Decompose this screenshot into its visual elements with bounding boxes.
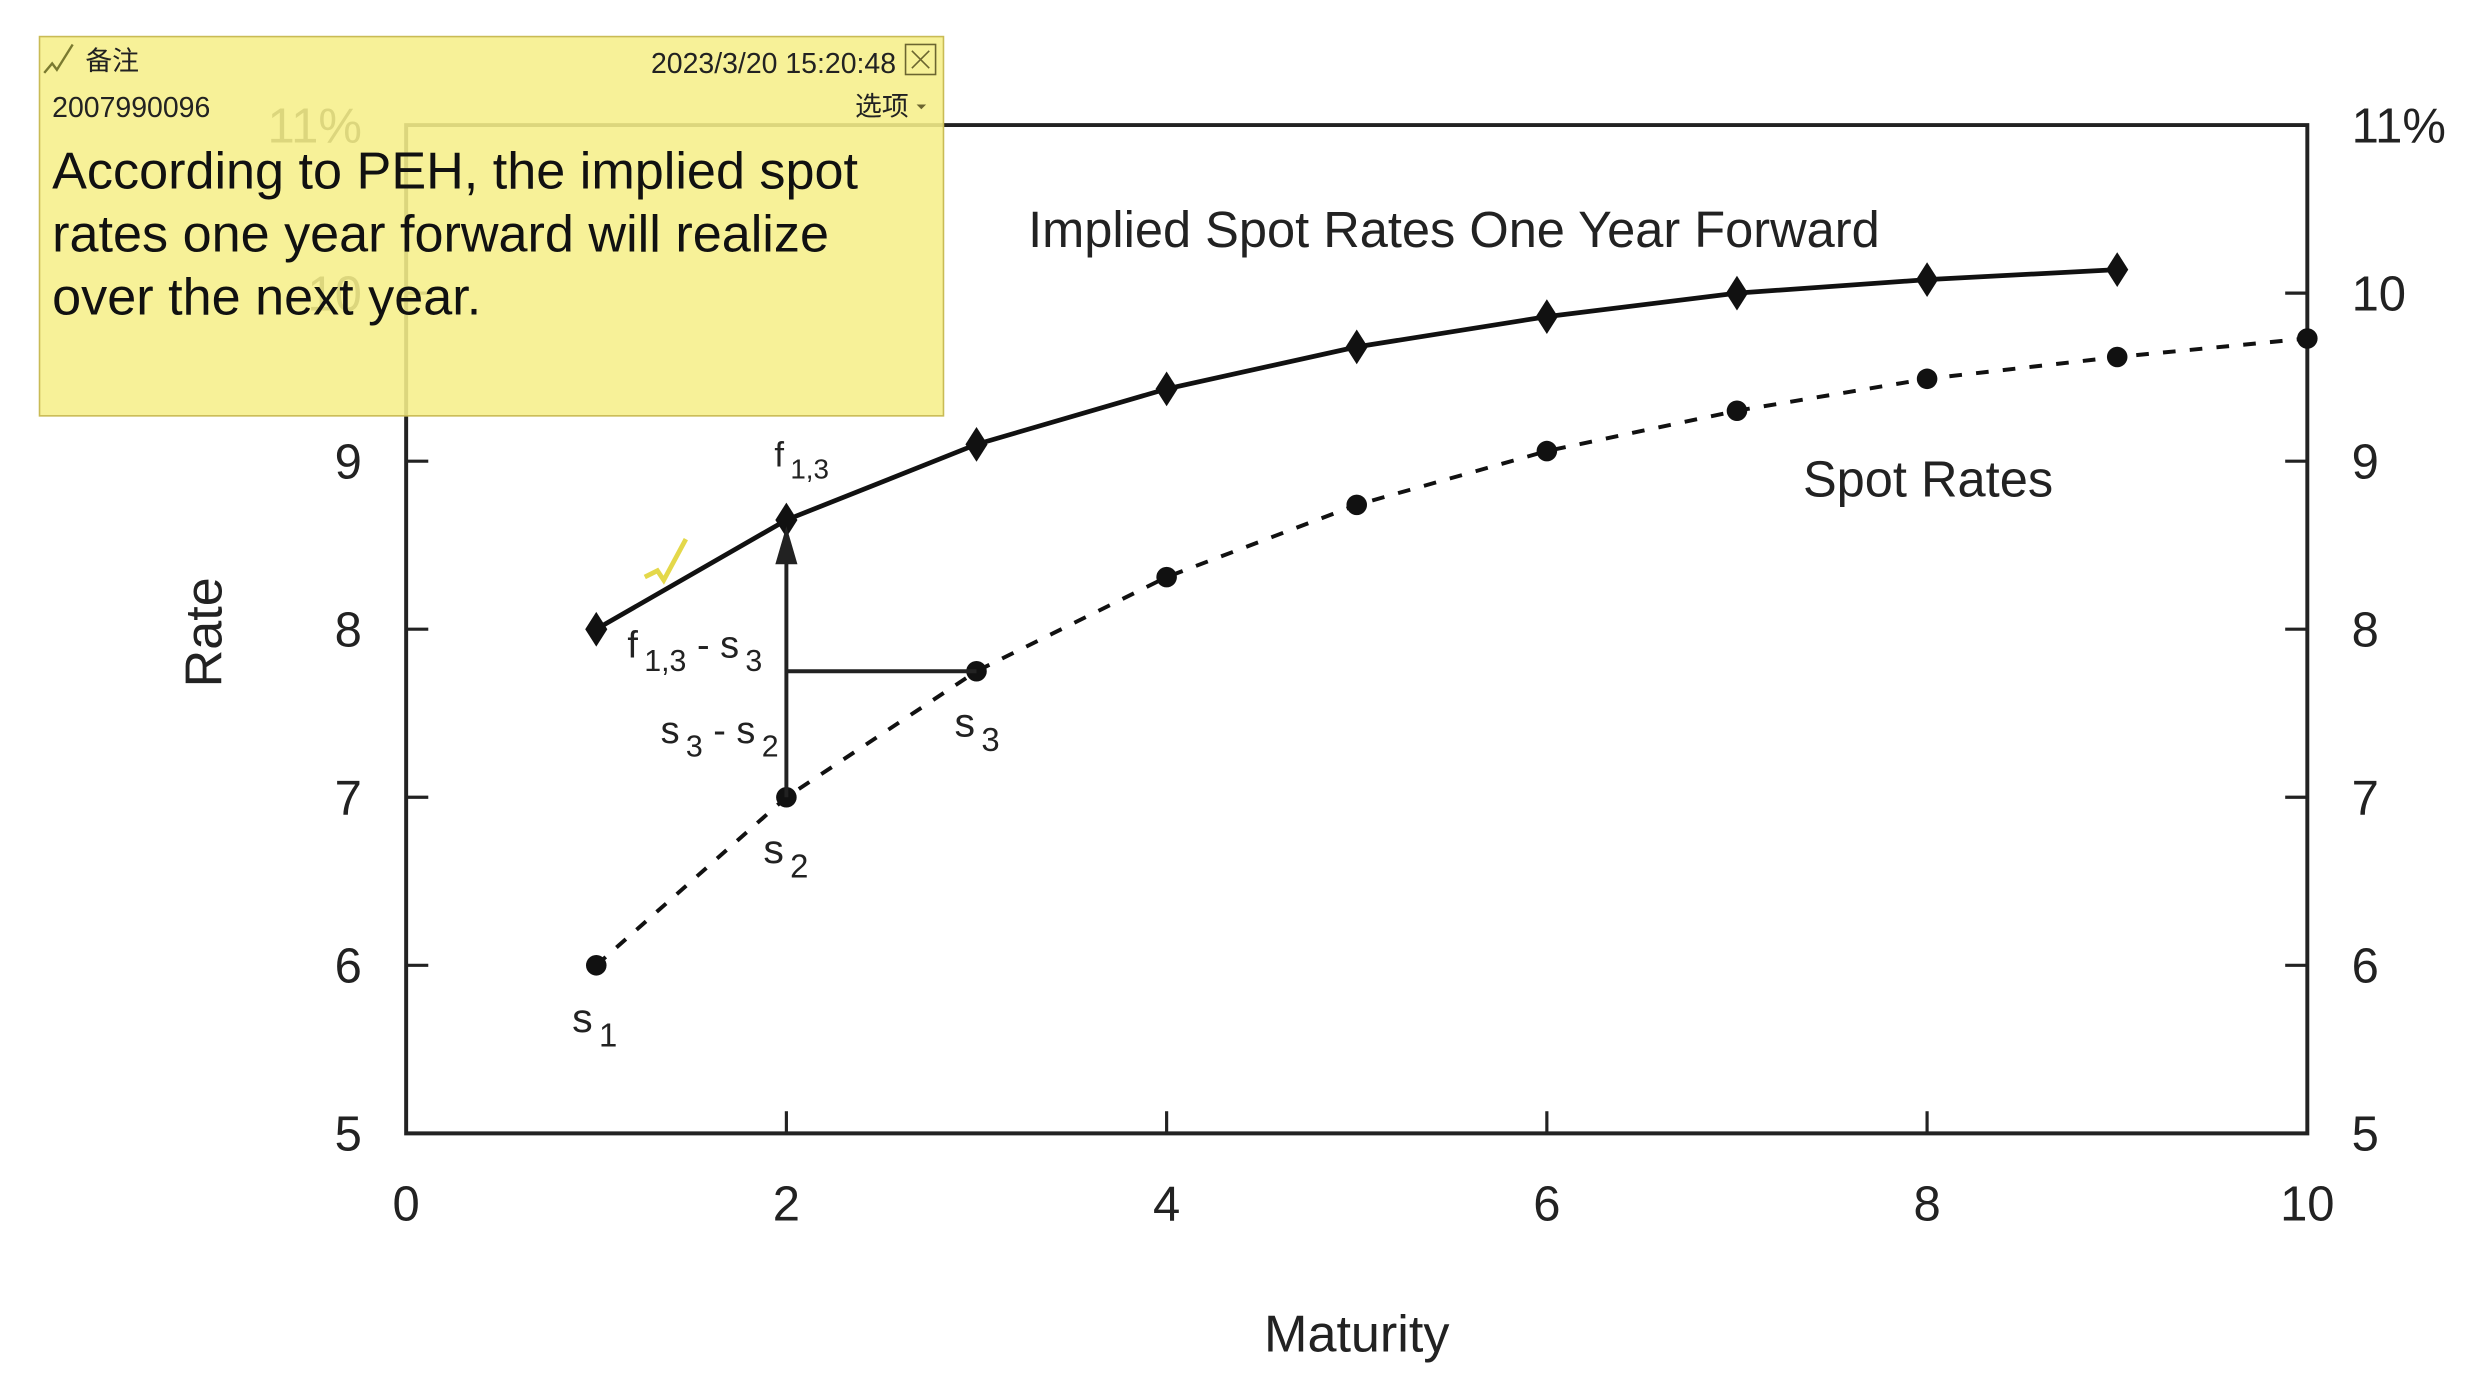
- annotation-text: - s: [686, 625, 739, 667]
- dot-marker: [585, 955, 607, 976]
- diamond-marker: [1725, 275, 1749, 311]
- y-tick-label: 7: [335, 772, 362, 826]
- annotation-text: s: [763, 826, 784, 872]
- y2-tick-label: 8: [2352, 604, 2379, 658]
- y-tick-label: 6: [335, 940, 362, 994]
- note-body-box: According to PEH, the implied spot rates…: [52, 140, 859, 326]
- y2-tick-label: 5: [2352, 1108, 2379, 1162]
- series-label: Implied Spot Rates One Year Forward: [1028, 201, 1880, 258]
- close-icon: [911, 50, 930, 69]
- subscript: 2: [790, 847, 808, 884]
- diamond-marker: [1535, 299, 1558, 335]
- dot-marker: [1156, 566, 1177, 588]
- annotation-text: - s: [703, 710, 756, 752]
- subscript: 3: [981, 721, 999, 758]
- checkmark: [643, 538, 688, 585]
- series-label: Spot Rates: [1803, 450, 2053, 507]
- dot-marker: [1346, 494, 1368, 516]
- y2-tick-label: 9: [2352, 436, 2379, 490]
- chart: 5566778899101011%11%0246810MaturityRateI…: [175, 99, 2446, 1363]
- y2-tick-label: 10: [2352, 268, 2406, 322]
- note-icon: [43, 43, 74, 74]
- diamond-marker: [965, 426, 988, 462]
- x-tick-label: 0: [393, 1177, 420, 1231]
- options-caret: [916, 104, 927, 110]
- annotation-text: f: [627, 625, 638, 667]
- x-tick-label: 2: [773, 1177, 800, 1231]
- subscript: 1,3: [790, 454, 829, 485]
- sticky-note: 备注 2023/3/20 15:20:48 2007990096 选项 Acco…: [38, 35, 945, 417]
- y2-tick-label: 7: [2352, 772, 2379, 826]
- y2-tick-label: 6: [2352, 940, 2379, 994]
- subscript: 1,3: [644, 645, 686, 678]
- note-title: 备注: [85, 46, 139, 76]
- x-tick-label: 6: [1533, 1177, 1560, 1231]
- note-author: 2007990096: [52, 92, 210, 124]
- x-tick-label: 4: [1153, 1177, 1180, 1231]
- subscript: 1: [599, 1017, 617, 1054]
- annotation-text: s: [661, 710, 680, 752]
- note-date: 2023/3/20 15:20:48: [651, 48, 896, 80]
- diamond-marker: [1345, 329, 1368, 365]
- y-tick-label: 9: [335, 436, 362, 490]
- dot-marker: [2106, 346, 2128, 368]
- close-button[interactable]: [904, 43, 937, 76]
- annotation-text: s: [955, 700, 976, 746]
- series-line: [594, 336, 2308, 967]
- diamond-marker: [2106, 252, 2129, 287]
- dot-marker: [1726, 400, 1748, 422]
- y-tick-label: 5: [335, 1108, 362, 1162]
- annotation-text: s: [572, 995, 593, 1041]
- annotation: f 1,3: [774, 436, 829, 484]
- x-tick-label: 10: [2280, 1177, 2334, 1231]
- note-options[interactable]: 选项: [855, 92, 909, 122]
- y-axis-title: Rate: [175, 577, 233, 687]
- annotation-text: f: [774, 436, 784, 474]
- subscript: 3: [686, 730, 703, 763]
- dot-marker: [1536, 440, 1558, 462]
- y-tick-label: 8: [335, 604, 362, 658]
- subscript: 2: [762, 730, 779, 763]
- diamond-marker: [1916, 262, 1939, 298]
- dot-marker: [1916, 368, 1938, 390]
- diamond-marker: [585, 611, 608, 647]
- note-body: According to PEH, the implied spot rates…: [52, 140, 859, 326]
- note-background: [38, 35, 945, 417]
- diamond-marker: [1155, 371, 1178, 407]
- x-tick-label: 8: [1913, 1177, 1940, 1231]
- y2-tick-label: 11%: [2352, 99, 2446, 153]
- subscript: 3: [745, 645, 762, 678]
- x-axis-title: Maturity: [1264, 1305, 1449, 1363]
- arrow-head: [775, 526, 798, 565]
- dot-marker: [2297, 328, 2318, 349]
